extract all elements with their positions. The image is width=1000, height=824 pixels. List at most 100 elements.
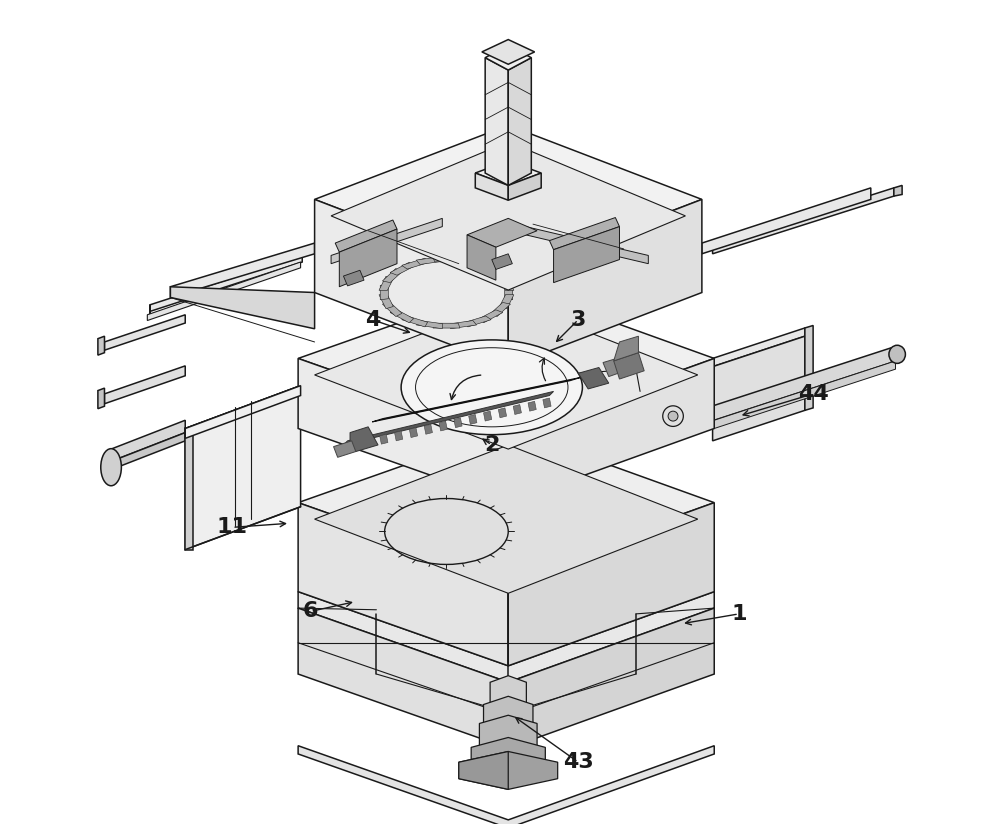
Polygon shape (343, 391, 554, 445)
Ellipse shape (401, 339, 582, 435)
Polygon shape (603, 358, 625, 377)
Polygon shape (549, 218, 619, 250)
Ellipse shape (663, 406, 683, 427)
Polygon shape (491, 269, 511, 283)
Polygon shape (508, 58, 531, 185)
Polygon shape (578, 368, 609, 389)
Polygon shape (402, 258, 428, 269)
Polygon shape (484, 411, 492, 421)
Polygon shape (475, 161, 541, 185)
Polygon shape (459, 751, 508, 789)
Polygon shape (805, 325, 813, 410)
Polygon shape (485, 45, 531, 70)
Polygon shape (380, 434, 388, 444)
Polygon shape (454, 418, 462, 428)
Polygon shape (372, 377, 581, 422)
Polygon shape (298, 608, 508, 748)
Polygon shape (111, 433, 185, 470)
Polygon shape (482, 40, 535, 64)
Polygon shape (382, 269, 402, 283)
Polygon shape (465, 316, 491, 327)
Polygon shape (416, 256, 443, 265)
Polygon shape (490, 676, 526, 715)
Polygon shape (424, 424, 432, 434)
Polygon shape (471, 737, 545, 775)
Polygon shape (185, 428, 193, 550)
Polygon shape (479, 262, 503, 275)
Polygon shape (298, 503, 508, 666)
Polygon shape (350, 427, 378, 452)
Text: 43: 43 (563, 752, 594, 772)
Polygon shape (433, 257, 460, 262)
Polygon shape (459, 751, 558, 789)
Polygon shape (365, 438, 373, 447)
Polygon shape (467, 235, 496, 280)
Polygon shape (713, 336, 805, 441)
Polygon shape (298, 284, 714, 433)
Polygon shape (713, 328, 805, 367)
Polygon shape (491, 302, 511, 316)
Polygon shape (298, 746, 714, 824)
Text: 3: 3 (571, 310, 586, 330)
Polygon shape (390, 310, 414, 323)
Polygon shape (111, 420, 185, 461)
Polygon shape (334, 441, 356, 457)
Polygon shape (379, 294, 393, 309)
Text: 1: 1 (731, 604, 747, 624)
Polygon shape (395, 431, 403, 441)
Ellipse shape (889, 345, 905, 363)
Polygon shape (450, 321, 477, 329)
Polygon shape (390, 262, 414, 275)
Polygon shape (98, 388, 104, 409)
Polygon shape (508, 222, 648, 264)
Polygon shape (508, 358, 714, 503)
Text: 44: 44 (798, 384, 828, 404)
Text: 11: 11 (217, 517, 248, 537)
Ellipse shape (101, 448, 121, 486)
Polygon shape (513, 405, 521, 414)
Polygon shape (382, 302, 402, 316)
Polygon shape (894, 185, 902, 196)
Polygon shape (331, 218, 442, 264)
Polygon shape (315, 445, 698, 593)
Polygon shape (508, 199, 702, 367)
Polygon shape (416, 321, 443, 329)
Polygon shape (543, 398, 551, 408)
Polygon shape (554, 227, 619, 283)
Polygon shape (339, 229, 397, 287)
Polygon shape (147, 262, 301, 321)
Polygon shape (505, 285, 513, 300)
Polygon shape (713, 188, 894, 254)
Polygon shape (170, 243, 315, 297)
Polygon shape (500, 276, 514, 291)
Polygon shape (702, 188, 871, 254)
Polygon shape (439, 421, 447, 431)
Polygon shape (500, 294, 514, 309)
Polygon shape (298, 592, 714, 682)
Polygon shape (479, 715, 537, 758)
Polygon shape (315, 125, 702, 274)
Polygon shape (508, 503, 714, 666)
Polygon shape (331, 142, 685, 290)
Polygon shape (104, 366, 185, 404)
Polygon shape (315, 199, 508, 367)
Polygon shape (465, 258, 491, 269)
Polygon shape (185, 386, 301, 550)
Polygon shape (402, 316, 428, 327)
Polygon shape (343, 270, 364, 286)
Polygon shape (492, 254, 512, 269)
Polygon shape (104, 315, 185, 350)
Polygon shape (170, 287, 315, 329)
Text: 6: 6 (303, 602, 318, 621)
Polygon shape (450, 256, 477, 265)
Polygon shape (433, 323, 460, 328)
Polygon shape (469, 414, 477, 424)
Polygon shape (467, 218, 537, 247)
Text: 4: 4 (365, 310, 380, 330)
Polygon shape (150, 255, 302, 311)
Polygon shape (498, 408, 507, 418)
Polygon shape (614, 336, 638, 361)
Polygon shape (508, 173, 541, 200)
Polygon shape (98, 336, 104, 355)
Polygon shape (479, 310, 503, 323)
